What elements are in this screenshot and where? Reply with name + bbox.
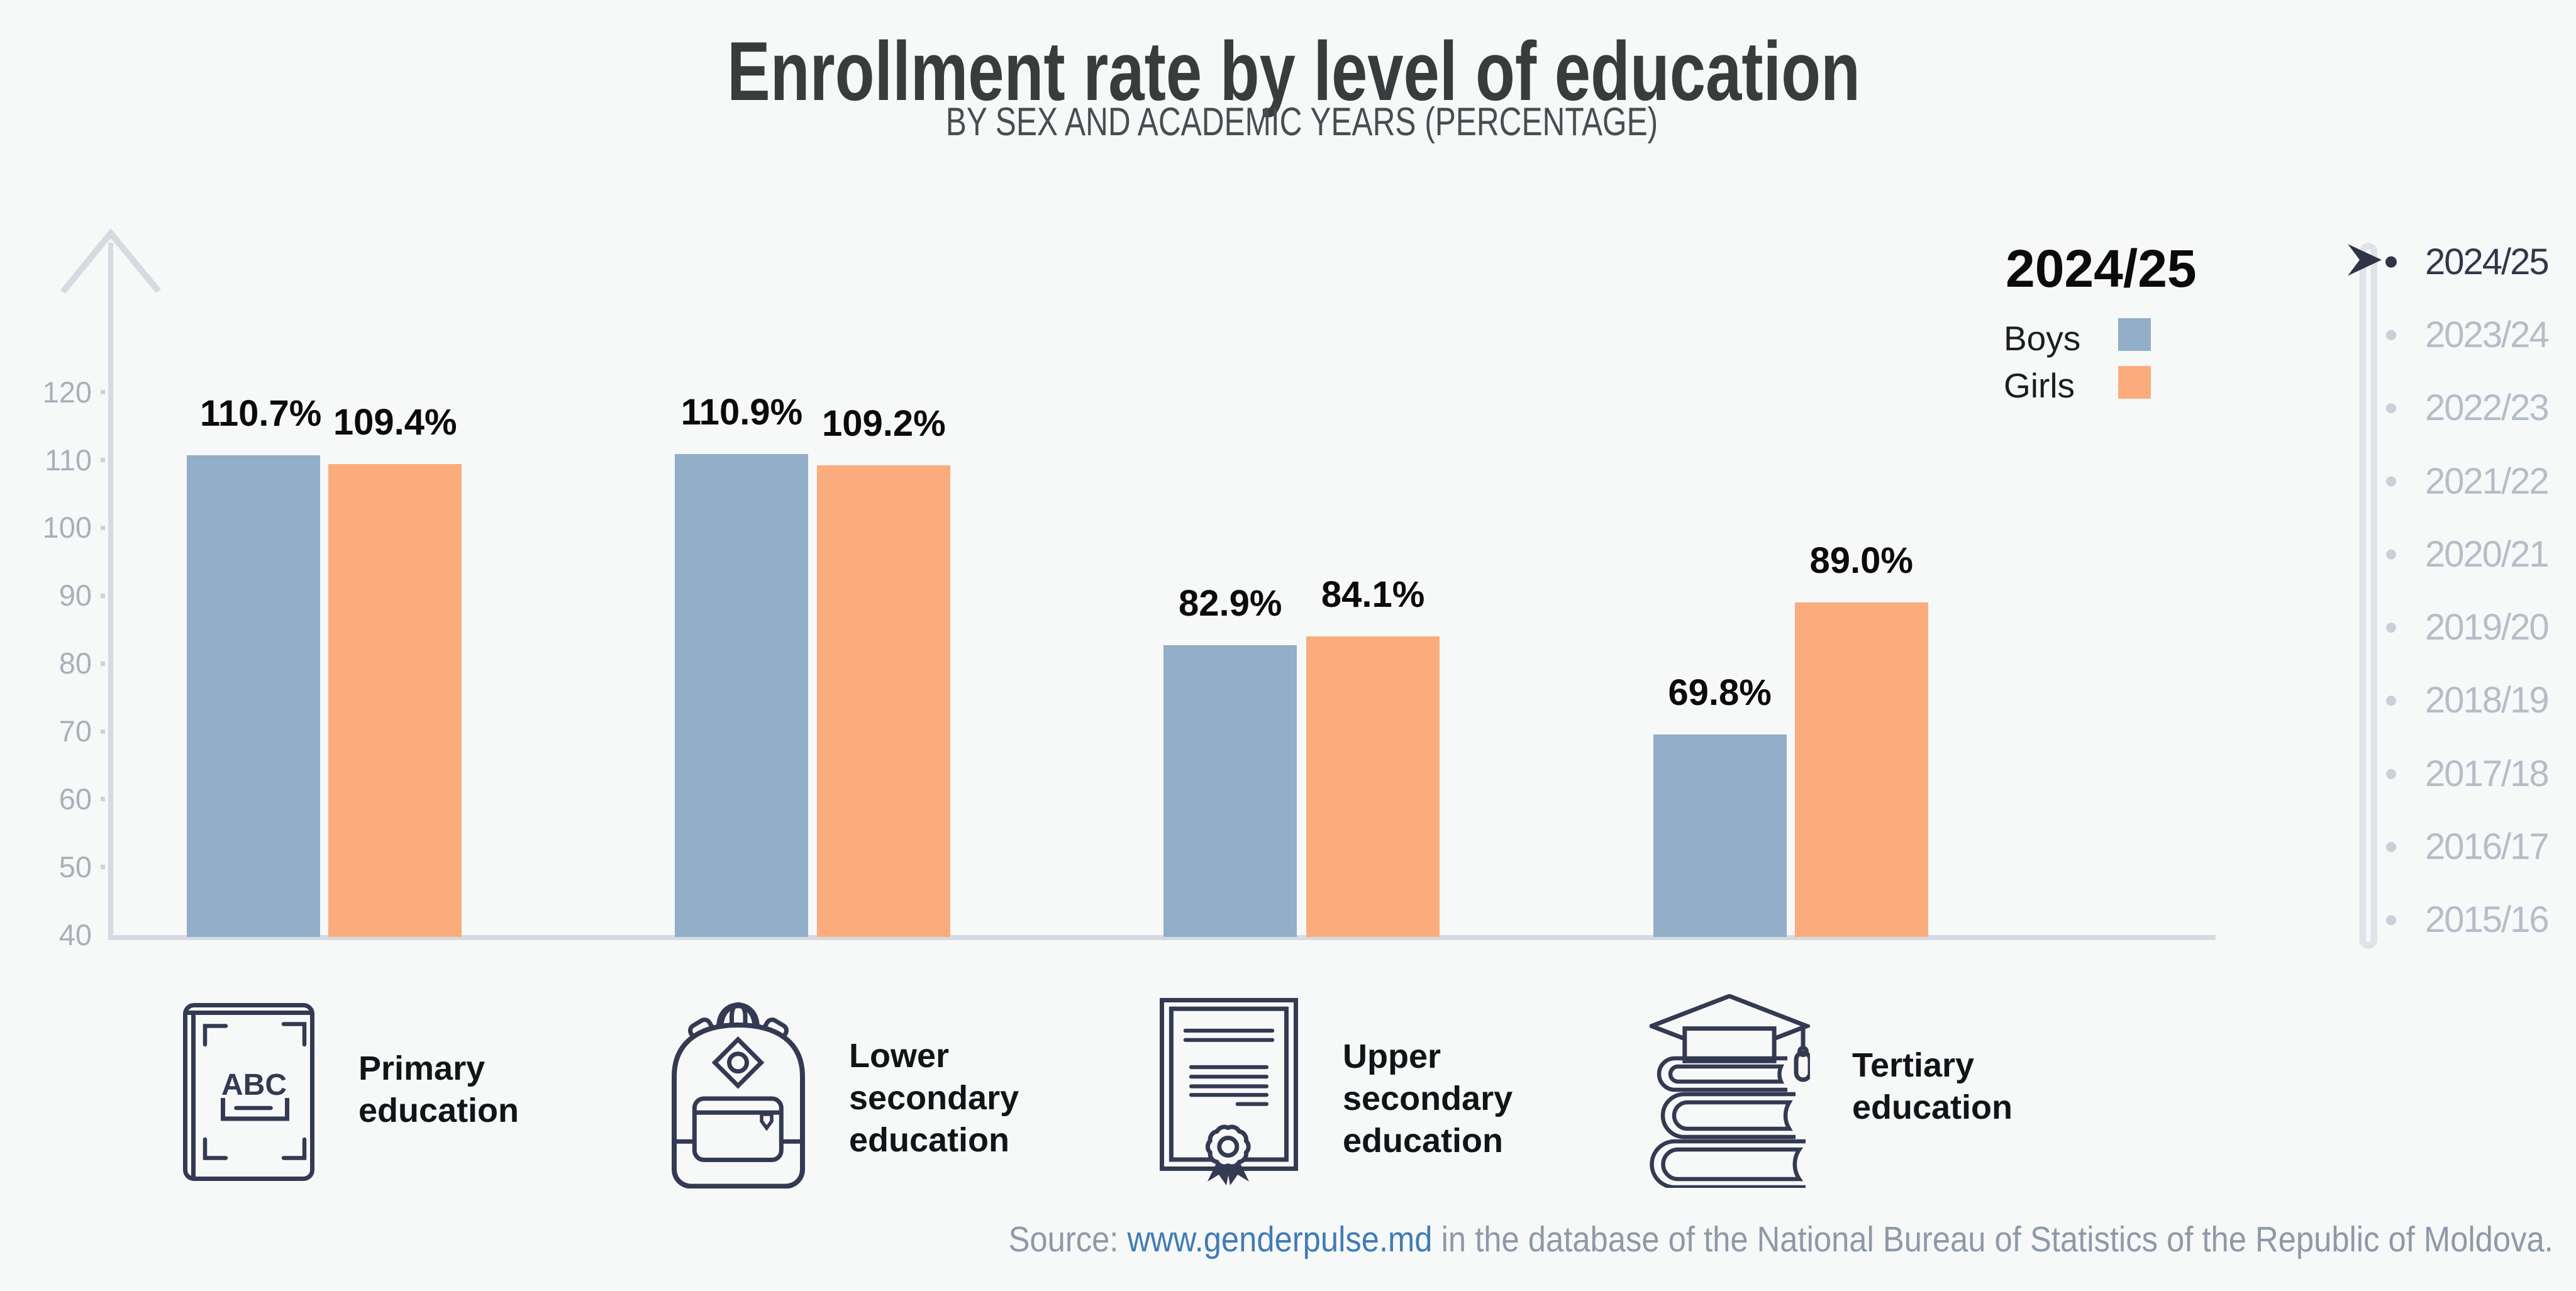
svg-text:ABC: ABC xyxy=(221,1068,287,1102)
